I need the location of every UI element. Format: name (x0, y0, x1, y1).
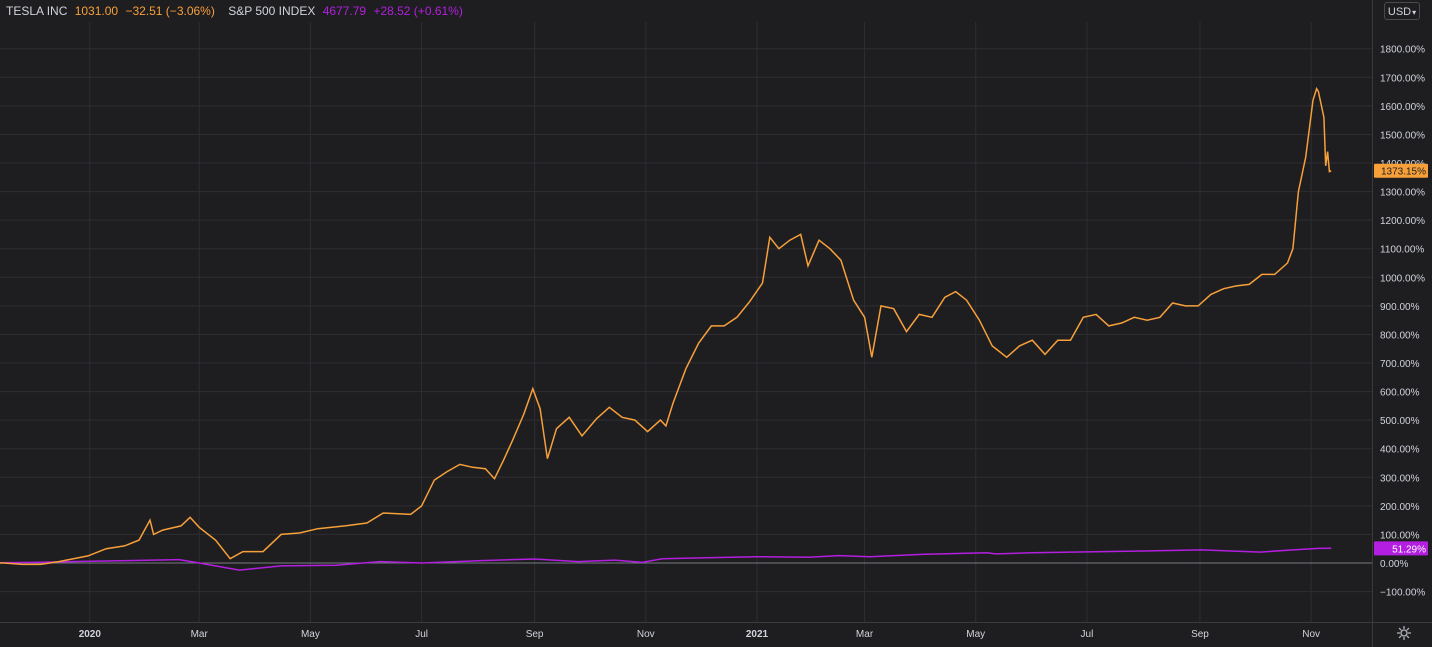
last-value-label: 51.29% (1374, 541, 1428, 556)
x-tick-label: Nov (1302, 629, 1320, 640)
x-tick-label: Mar (856, 629, 874, 640)
y-tick-label: −100.00% (1380, 588, 1425, 599)
svg-text:51.29%: 51.29% (1392, 544, 1426, 555)
x-tick-label: 2021 (746, 629, 769, 640)
x-tick-label: Nov (637, 629, 655, 640)
legend-spx-price: 4677.79 (322, 4, 367, 18)
legend-spx-name[interactable]: S&P 500 INDEX (228, 4, 316, 18)
y-tick-label: 0.00% (1380, 559, 1408, 570)
legend-tesla-name[interactable]: TESLA INC (6, 4, 68, 18)
y-tick-label: 500.00% (1380, 416, 1420, 427)
y-tick-label: 600.00% (1380, 388, 1420, 399)
y-tick-label: 1800.00% (1380, 45, 1425, 56)
x-axis: 22020MarMayJulSepNov2021MarMayJulSepNov (0, 622, 1432, 640)
last-value-label: 1373.15% (1374, 163, 1428, 178)
y-tick-label: 1000.00% (1380, 273, 1425, 284)
grid (0, 22, 1372, 622)
x-tick-label: Mar (191, 629, 209, 640)
y-tick-label: 300.00% (1380, 473, 1420, 484)
series-line-sp500 (0, 547, 1332, 571)
x-tick-label: May (301, 629, 320, 640)
y-tick-label: 1600.00% (1380, 102, 1425, 113)
y-tick-label: 1100.00% (1380, 245, 1424, 256)
last-value-labels: 1373.15% 51.29% (1374, 163, 1428, 556)
y-tick-label: 1700.00% (1380, 73, 1425, 84)
x-tick-label: Sep (1191, 629, 1209, 640)
series-line-tesla (0, 86, 1332, 566)
legend: TESLA INC 1031.00 −32.51 (−3.06%) S&P 50… (6, 4, 467, 18)
y-tick-label: 1300.00% (1380, 188, 1425, 199)
x-tick-label: May (966, 629, 985, 640)
x-tick-label: Jul (415, 629, 428, 640)
y-tick-label: 700.00% (1380, 359, 1420, 370)
x-tick-label: Sep (526, 629, 544, 640)
currency-button[interactable]: USD▾ (1384, 2, 1420, 20)
x-tick-label: Jul (1081, 629, 1094, 640)
x-tick-label: 2020 (79, 629, 102, 640)
y-tick-label: 900.00% (1380, 302, 1420, 313)
legend-spx-change: +28.52 (+0.61%) (373, 4, 463, 18)
svg-text:1373.15%: 1373.15% (1381, 167, 1426, 178)
gear-icon[interactable] (1396, 625, 1412, 641)
y-tick-label: 100.00% (1380, 530, 1420, 541)
y-tick-label: 400.00% (1380, 445, 1420, 456)
currency-label: USD (1387, 6, 1412, 18)
y-tick-label: 200.00% (1380, 502, 1420, 513)
y-tick-label: 800.00% (1380, 330, 1420, 341)
y-tick-label: 1200.00% (1380, 216, 1425, 227)
chevron-down-icon: ▾ (1412, 8, 1417, 17)
y-tick-label: 1500.00% (1380, 130, 1425, 141)
legend-tesla-change: −32.51 (−3.06%) (125, 4, 215, 18)
legend-tesla-price: 1031.00 (74, 4, 119, 18)
